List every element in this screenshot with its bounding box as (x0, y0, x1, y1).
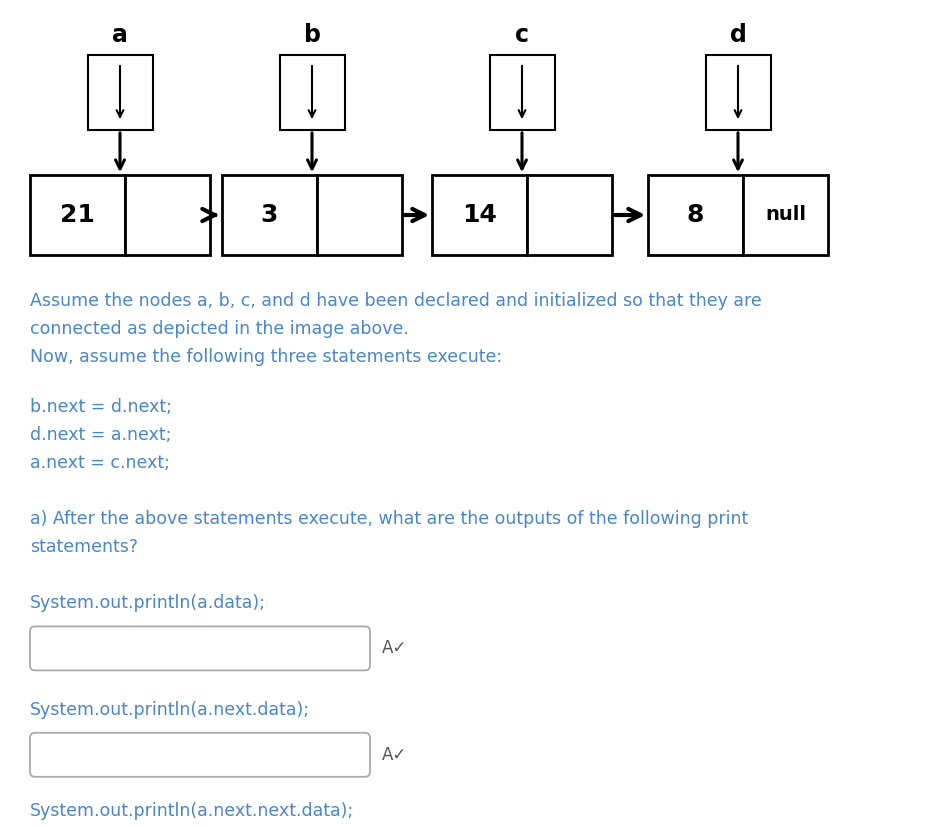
Bar (743, 175, 828, 255)
FancyBboxPatch shape (30, 626, 370, 671)
Text: statements?: statements? (30, 539, 138, 557)
Bar (648, 175, 743, 255)
Text: A✓: A✓ (382, 639, 407, 657)
Bar (317, 175, 402, 255)
Text: a) After the above statements execute, what are the outputs of the following pri: a) After the above statements execute, w… (30, 510, 748, 529)
Text: connected as depicted in the image above.: connected as depicted in the image above… (30, 320, 409, 338)
Text: d.next = a.next;: d.next = a.next; (30, 426, 171, 444)
Bar (222, 175, 317, 255)
Text: System.out.println(a.next.data);: System.out.println(a.next.data); (30, 700, 310, 719)
FancyBboxPatch shape (30, 733, 370, 776)
Text: d: d (729, 23, 747, 47)
Text: 21: 21 (60, 203, 95, 227)
Bar (87, 55, 152, 130)
Text: c: c (515, 23, 529, 47)
Text: Assume the nodes a, b, c, and d have been declared and initialized so that they : Assume the nodes a, b, c, and d have bee… (30, 292, 762, 310)
Bar (432, 175, 527, 255)
Text: b.next = d.next;: b.next = d.next; (30, 398, 172, 416)
Text: null: null (765, 206, 806, 225)
Bar (490, 55, 554, 130)
Bar (706, 55, 770, 130)
Text: 14: 14 (462, 203, 497, 227)
Text: System.out.println(a.next.next.data);: System.out.println(a.next.next.data); (30, 801, 354, 819)
Bar (125, 175, 210, 255)
Bar (280, 55, 344, 130)
Text: Now, assume the following three statements execute:: Now, assume the following three statemen… (30, 348, 502, 366)
Text: A✓: A✓ (382, 746, 407, 764)
Bar (30, 175, 125, 255)
Text: 8: 8 (687, 203, 704, 227)
Text: a.next = c.next;: a.next = c.next; (30, 454, 170, 472)
Text: b: b (303, 23, 320, 47)
Text: a: a (112, 23, 128, 47)
Bar (527, 175, 612, 255)
Text: 3: 3 (261, 203, 279, 227)
Text: System.out.println(a.data);: System.out.println(a.data); (30, 595, 266, 612)
